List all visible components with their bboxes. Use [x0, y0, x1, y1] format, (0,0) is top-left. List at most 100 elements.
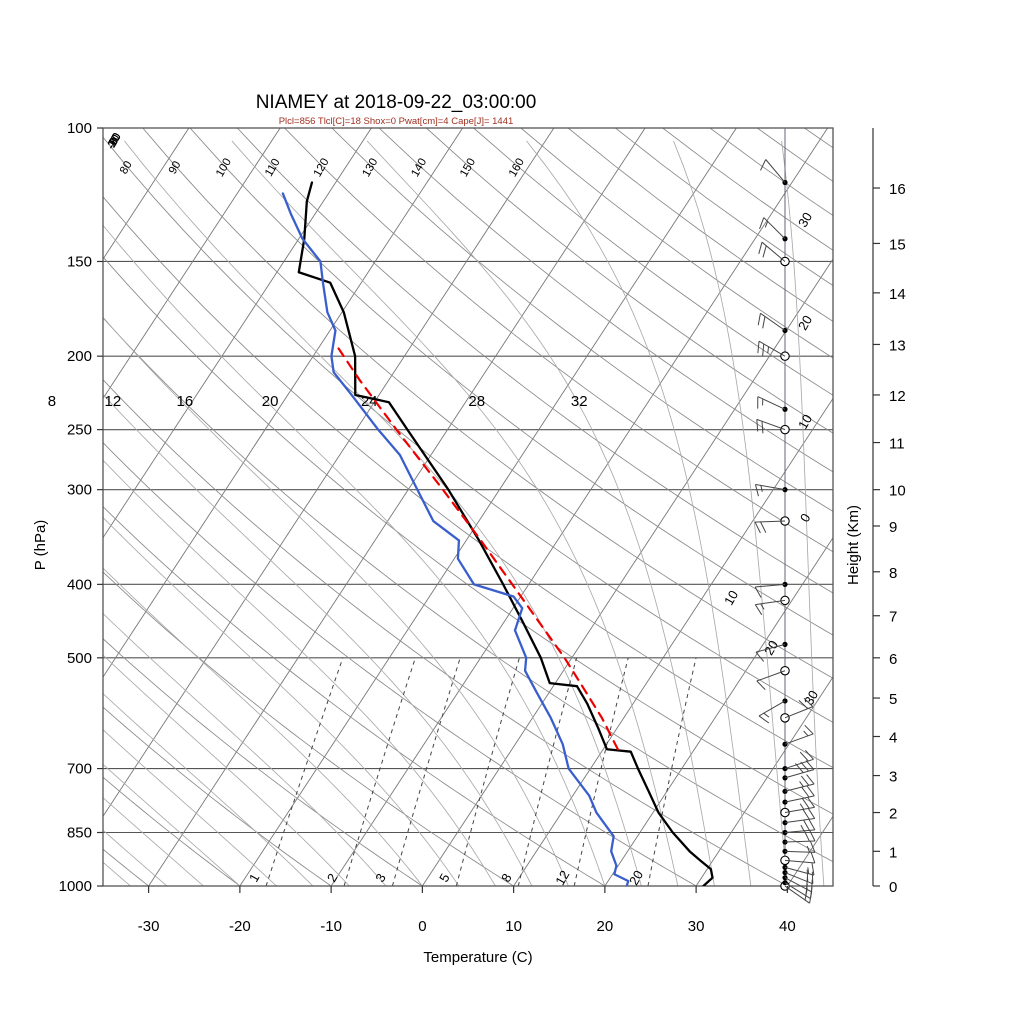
height-tick-3: 3: [889, 769, 897, 786]
wind-barb: [756, 418, 790, 435]
pressure-tick-250: 250: [67, 422, 92, 439]
height-tick-9: 9: [889, 519, 897, 536]
moist-adiabat-left-label-20: 20: [106, 133, 123, 150]
height-tick-4: 4: [889, 730, 897, 747]
moist-adiabat-mid-label-8: 8: [48, 393, 56, 410]
mixing-ratio-label-12: 12: [552, 868, 572, 888]
height-tick-16: 16: [889, 181, 906, 198]
wind-barb: [782, 774, 815, 794]
profile-dewpoint: [281, 192, 630, 886]
wind-barb: [760, 159, 788, 186]
wind-barb: [782, 785, 815, 805]
moist-adiabat-left-label--30: -30: [105, 131, 124, 151]
dry-adiabat-label-80: 80: [118, 159, 135, 176]
profile-temperature: [297, 181, 714, 886]
x-axis-label: Temperature (C): [423, 949, 532, 966]
wind-barb: [756, 665, 790, 690]
height-tick-6: 6: [889, 651, 897, 668]
wind-barb: [757, 312, 788, 334]
pressure-tick-300: 300: [67, 482, 92, 499]
wind-barb: [782, 819, 816, 836]
wind-barb: [757, 340, 790, 361]
isotherm-right-label-30: 30: [801, 688, 821, 708]
mixing-ratio-label-1: 1: [246, 871, 263, 885]
pressure-tick-150: 150: [67, 253, 92, 270]
wind-barb: [757, 396, 788, 412]
wind-barb: [759, 217, 788, 242]
wind-barb: [758, 241, 790, 267]
height-tick-10: 10: [889, 483, 906, 500]
wind-barb: [754, 595, 790, 616]
moist-adiabat-right-label-30: 30: [795, 210, 815, 230]
sounding-profiles: [281, 181, 714, 886]
wind-barb: [758, 698, 788, 724]
y-axis-label-right: Height (Km): [845, 505, 862, 585]
height-tick-7: 7: [889, 609, 897, 626]
height-tick-13: 13: [889, 337, 906, 354]
isotherm-right-label-10: 10: [721, 588, 741, 608]
titles: NIAMEY at 2018-09-22_03:00:00 Plcl=856 T…: [256, 92, 537, 127]
wind-barb: [782, 841, 816, 854]
page-title: NIAMEY at 2018-09-22_03:00:00: [256, 92, 537, 113]
temperature-tick--30: -30: [138, 918, 160, 935]
pressure-tick-700: 700: [67, 761, 92, 778]
height-tick-14: 14: [889, 286, 906, 303]
wind-barb: [754, 483, 788, 497]
moist-adiabat-mid-label-20: 20: [262, 393, 279, 410]
height-tick-12: 12: [889, 388, 906, 405]
height-tick-0: 0: [889, 879, 897, 896]
wind-barb: [782, 863, 815, 876]
wind-barb: [780, 697, 814, 723]
wind-barb: [782, 869, 814, 885]
wind-barb: [754, 516, 790, 534]
mixing-ratio-label-8: 8: [498, 871, 515, 885]
moist-adiabat-right-label-0: 0: [797, 511, 814, 525]
y-axis-label-left: P (hPa): [32, 520, 49, 571]
pressure-tick-200: 200: [67, 348, 92, 365]
stability-indices: Plcl=856 Tlcl[C]=18 Shox=0 Pwat[cm]=4 Ca…: [279, 116, 514, 127]
moist-adiabat-mid-label-32: 32: [571, 393, 588, 410]
wind-barb: [780, 797, 815, 818]
temperature-tick-0: 0: [418, 918, 426, 935]
moist-adiabat-mid-label-12: 12: [105, 393, 122, 410]
dry-adiabat-label-120: 120: [312, 156, 332, 179]
grid-lines: [103, 128, 833, 886]
pressure-tick-100: 100: [67, 120, 92, 137]
dry-adiabat-label-130: 130: [361, 156, 381, 179]
wind-barb: [780, 851, 816, 866]
pressure-tick-1000: 1000: [59, 878, 92, 895]
wind-barb: [782, 750, 814, 772]
moist-adiabat-left-label-10: 10: [106, 133, 123, 150]
wind-barb: [755, 641, 788, 662]
pressure-tick-400: 400: [67, 576, 92, 593]
plot-frame: [102, 127, 834, 887]
mixing-ratio-label-20: 20: [626, 868, 646, 888]
wind-barb: [754, 581, 788, 598]
wind-barb: [782, 829, 816, 845]
profile-parcel: [333, 341, 619, 751]
height-tick-2: 2: [889, 806, 897, 823]
mixing-ratio-label-3: 3: [372, 871, 389, 885]
wind-barb-column: [754, 128, 816, 904]
dry-adiabat-label-90: 90: [167, 159, 184, 176]
temperature-tick--20: -20: [229, 918, 251, 935]
height-tick-8: 8: [889, 565, 897, 582]
height-tick-1: 1: [889, 844, 897, 861]
temperature-tick-40: 40: [779, 918, 796, 935]
wind-barb: [782, 724, 814, 747]
temperature-tick-10: 10: [505, 918, 522, 935]
height-tick-11: 11: [889, 436, 905, 453]
moist-adiabat-right-label-20: 20: [795, 313, 815, 333]
moist-adiabat-right-label-10: 10: [795, 412, 815, 432]
moist-adiabat-mid-label-28: 28: [468, 393, 485, 410]
pressure-tick-500: 500: [67, 650, 92, 667]
moist-adiabat-left-label-0: 0: [108, 136, 122, 148]
dry-adiabat-label-140: 140: [409, 156, 429, 179]
temperature-tick--10: -10: [320, 918, 342, 935]
pressure-tick-850: 850: [67, 824, 92, 841]
height-tick-15: 15: [889, 236, 906, 253]
wind-barb: [782, 808, 816, 826]
